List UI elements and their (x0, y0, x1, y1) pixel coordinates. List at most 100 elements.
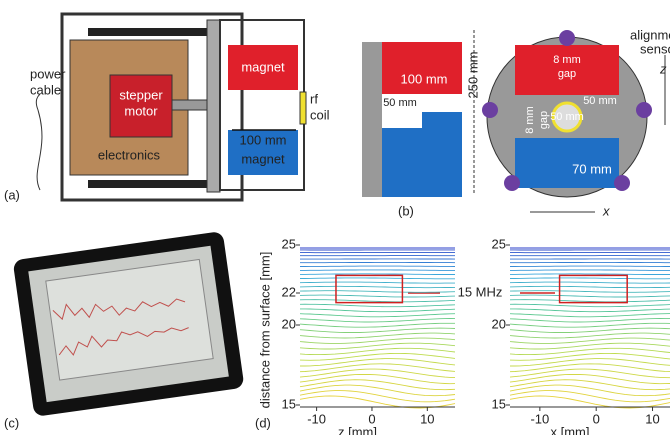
contour-line (510, 270, 670, 271)
contour-line (300, 328, 455, 332)
contour-line (510, 278, 670, 279)
rail (88, 180, 208, 188)
contour-line (300, 274, 455, 275)
label: motor (124, 103, 158, 118)
label: magnet (241, 59, 285, 74)
contour-line (510, 343, 670, 349)
label: 50 mm (383, 97, 417, 109)
contour-line (510, 304, 670, 307)
label: alignment (630, 27, 670, 42)
cable (36, 94, 42, 190)
label: 70 mm (572, 161, 612, 176)
contour-line (510, 300, 670, 302)
contour-line (300, 333, 455, 338)
sensor (614, 175, 630, 191)
highlight-box (560, 275, 628, 302)
x-tick-label: -10 (307, 411, 326, 426)
panel-label: (a) (4, 187, 20, 202)
contour-line (300, 369, 455, 378)
contour-line (510, 323, 670, 327)
contour-line (510, 295, 670, 297)
x-tick-label: 10 (420, 411, 434, 426)
contour-line (510, 274, 670, 275)
label: sensors (640, 41, 670, 56)
label: electronics (98, 147, 161, 162)
contour-line (510, 318, 670, 322)
axis-title: z [mm] (338, 424, 377, 435)
y-tick-label: 15 (282, 396, 296, 411)
label: magnet (241, 151, 285, 166)
label: 100 mm (401, 71, 448, 86)
contour-line (300, 295, 455, 297)
contour-line (300, 291, 455, 293)
axis-label: x (602, 203, 610, 218)
contour-line (510, 282, 670, 283)
contour-line (300, 314, 455, 317)
sensor (636, 102, 652, 118)
contour-line (510, 338, 670, 343)
y-tick-label: 15 (492, 396, 506, 411)
axis-title: x [mm] (551, 424, 590, 435)
contour-line (510, 291, 670, 293)
contour-line (300, 343, 455, 349)
rail (88, 28, 208, 36)
contour-line (300, 338, 455, 343)
contour-line (300, 304, 455, 307)
contour-plot: -10010152025x [mm] (492, 236, 670, 435)
panel-c: (c) (4, 231, 245, 430)
contour-line (510, 286, 670, 287)
contour-line (300, 270, 455, 271)
notch (382, 112, 422, 128)
contour-line (510, 309, 670, 312)
label: 8 mm (553, 54, 581, 66)
shaft (172, 100, 212, 110)
label: 100 mm (240, 132, 287, 147)
annotation: 15 MHz (458, 284, 503, 299)
panel-d: distance from surface [mm] (d) 15 MHz -1… (255, 236, 670, 435)
contour-line (300, 309, 455, 312)
sensor (559, 30, 575, 46)
panel-a: power cable stepper motor electronics ma… (4, 14, 330, 202)
yoke (362, 42, 382, 197)
y-tick-label: 25 (492, 236, 506, 251)
contour-line (300, 300, 455, 302)
contour-line (510, 328, 670, 332)
axis-title: distance from surface [mm] (257, 252, 272, 409)
x-tick-label: 10 (645, 411, 659, 426)
label: power (30, 66, 66, 81)
contour-line (300, 385, 455, 396)
panel-label: (d) (255, 415, 271, 430)
sensor (504, 175, 520, 191)
contour-line (300, 323, 455, 327)
label: rf (310, 91, 318, 106)
x-tick-label: -10 (530, 411, 549, 426)
label: cable (30, 82, 61, 97)
sensor (482, 102, 498, 118)
contour-line (510, 396, 670, 408)
contour-line (510, 314, 670, 317)
contour-line (300, 282, 455, 283)
plot-area (46, 259, 213, 380)
y-tick-label: 20 (282, 316, 296, 331)
contour-line (300, 286, 455, 287)
highlight-box (336, 275, 402, 302)
label: coil (310, 107, 330, 122)
panel-label: (c) (4, 415, 19, 430)
label: 250 mm (465, 52, 480, 99)
contour-line (510, 333, 670, 338)
coil (300, 92, 306, 124)
label: 50 mm (550, 111, 584, 123)
label: 50 mm (583, 95, 617, 107)
label: gap (558, 68, 576, 80)
x-tick-label: 0 (593, 411, 600, 426)
plate (207, 20, 220, 192)
contour-line (510, 369, 670, 378)
axis-label: z (659, 61, 667, 76)
panel-label: (b) (398, 203, 414, 218)
contour-line (510, 385, 670, 396)
label: stepper (119, 87, 163, 102)
y-tick-label: 22 (282, 284, 296, 299)
label: 8 mm (524, 106, 536, 134)
contour-line (300, 278, 455, 279)
